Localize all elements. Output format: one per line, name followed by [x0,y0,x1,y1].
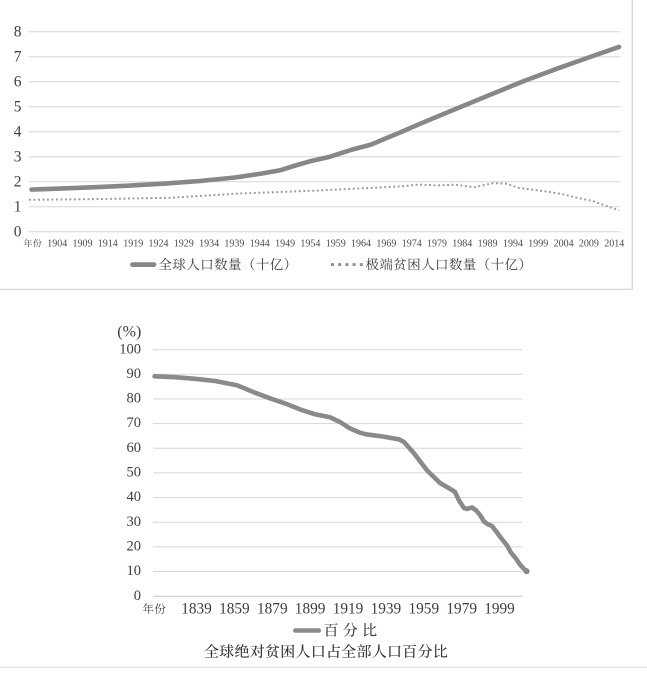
svg-text:1839: 1839 [181,600,212,617]
svg-text:1909: 1909 [73,239,93,250]
svg-text:1929: 1929 [174,239,194,250]
svg-text:90: 90 [127,366,142,382]
svg-text:(%): (%) [117,324,141,341]
svg-text:1959: 1959 [326,239,346,250]
svg-text:1989: 1989 [478,239,498,250]
svg-text:20: 20 [127,539,142,555]
svg-text:1859: 1859 [219,600,250,617]
svg-text:7: 7 [14,49,22,66]
svg-text:80: 80 [127,391,142,407]
svg-text:1949: 1949 [275,239,295,250]
svg-text:1984: 1984 [452,239,472,250]
svg-text:1999: 1999 [528,239,548,250]
svg-text:1974: 1974 [402,239,422,250]
svg-text:5: 5 [14,99,22,116]
svg-text:1904: 1904 [47,239,67,250]
svg-text:1944: 1944 [250,239,270,250]
svg-text:4: 4 [14,124,22,141]
svg-text:6: 6 [14,74,22,91]
svg-text:1924: 1924 [149,239,169,250]
svg-text:1959: 1959 [409,600,440,617]
svg-text:1979: 1979 [446,600,477,617]
svg-text:1969: 1969 [376,239,396,250]
svg-text:1899: 1899 [295,600,326,617]
svg-text:10: 10 [127,563,142,579]
svg-text:60: 60 [127,440,142,456]
svg-text:40: 40 [127,489,142,505]
svg-text:1999: 1999 [484,600,515,617]
svg-text:2009: 2009 [579,239,599,250]
svg-text:1: 1 [14,199,22,216]
svg-text:30: 30 [127,514,142,530]
svg-text:1919: 1919 [123,239,143,250]
svg-text:1994: 1994 [503,239,523,250]
svg-text:1934: 1934 [199,239,219,250]
svg-text:0: 0 [14,224,22,241]
svg-text:1979: 1979 [427,239,447,250]
svg-text:0: 0 [134,588,141,604]
svg-text:3: 3 [14,149,22,166]
svg-text:100: 100 [119,341,141,357]
svg-text:70: 70 [127,415,142,431]
svg-text:8: 8 [14,24,22,41]
svg-text:1964: 1964 [351,239,371,250]
svg-text:1919: 1919 [333,600,364,617]
svg-text:2: 2 [14,174,22,191]
svg-text:1914: 1914 [98,239,118,250]
svg-text:50: 50 [127,465,142,481]
svg-text:2014: 2014 [604,239,624,250]
svg-text:2004: 2004 [554,239,574,250]
svg-text:1879: 1879 [257,600,288,617]
svg-text:1954: 1954 [300,239,320,250]
svg-text:1939: 1939 [224,239,244,250]
svg-text:1939: 1939 [371,600,402,617]
